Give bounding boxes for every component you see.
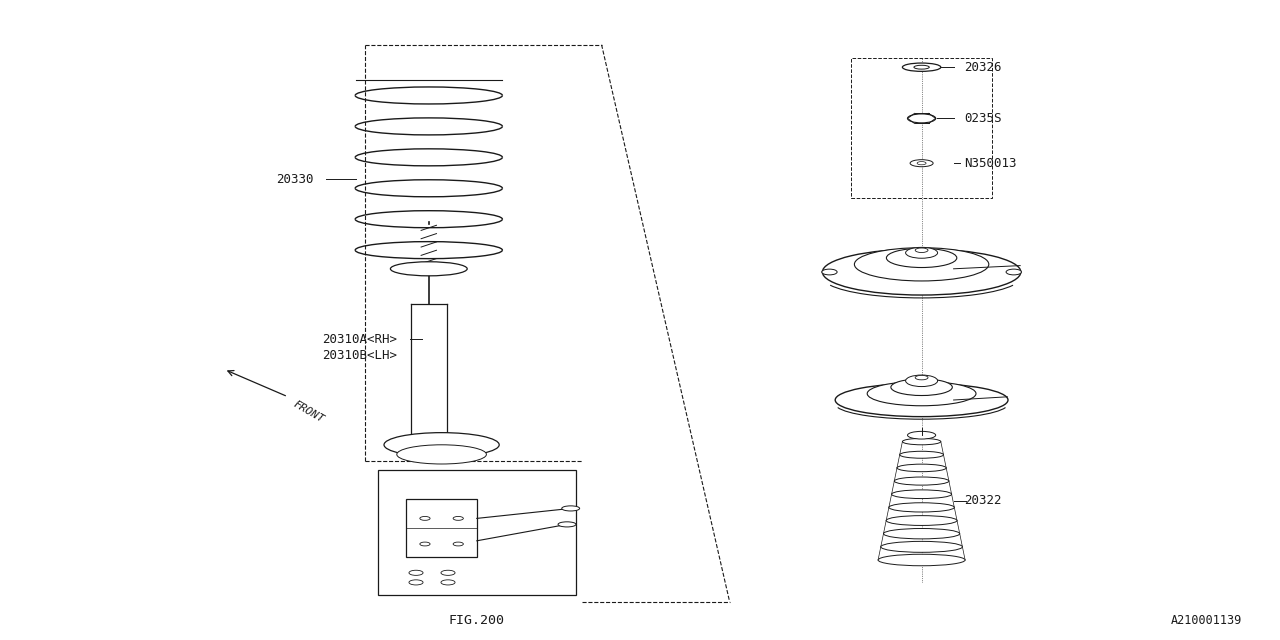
Text: FIG.200: FIG.200 [449, 614, 504, 627]
Ellipse shape [440, 570, 456, 575]
Ellipse shape [915, 248, 928, 253]
Text: 20323: 20323 [964, 394, 1001, 406]
Ellipse shape [902, 438, 941, 445]
Bar [407, 499, 476, 557]
Ellipse shape [558, 522, 576, 527]
Text: 20326: 20326 [964, 61, 1001, 74]
Ellipse shape [1006, 269, 1021, 275]
Ellipse shape [397, 445, 486, 464]
Text: FRONT: FRONT [292, 399, 326, 424]
Text: 20322: 20322 [964, 494, 1001, 508]
Ellipse shape [822, 269, 837, 275]
Ellipse shape [910, 160, 933, 167]
Ellipse shape [384, 433, 499, 457]
Ellipse shape [390, 262, 467, 276]
Bar [411, 304, 447, 458]
Ellipse shape [822, 249, 1021, 295]
Text: 20310A<RH>: 20310A<RH> [321, 333, 397, 346]
Text: 20310B<LH>: 20310B<LH> [321, 349, 397, 362]
Ellipse shape [908, 431, 936, 439]
Ellipse shape [906, 248, 937, 259]
Ellipse shape [440, 580, 456, 585]
Ellipse shape [835, 383, 1009, 417]
Text: 20320: 20320 [964, 262, 1001, 275]
Ellipse shape [888, 503, 955, 512]
Ellipse shape [892, 490, 951, 499]
Ellipse shape [883, 529, 960, 539]
Ellipse shape [902, 63, 941, 71]
Ellipse shape [906, 375, 937, 387]
Ellipse shape [895, 477, 948, 485]
Ellipse shape [878, 554, 965, 566]
Ellipse shape [886, 248, 957, 268]
Ellipse shape [420, 516, 430, 520]
Text: 0235S: 0235S [964, 112, 1001, 125]
Ellipse shape [916, 162, 927, 165]
Ellipse shape [891, 379, 952, 396]
Ellipse shape [453, 542, 463, 546]
Text: N350013: N350013 [964, 157, 1016, 170]
Ellipse shape [453, 516, 463, 520]
Ellipse shape [900, 451, 943, 458]
Bar [851, 58, 992, 198]
Ellipse shape [410, 580, 422, 585]
Text: A210001139: A210001139 [1170, 614, 1242, 627]
Ellipse shape [908, 114, 936, 123]
Ellipse shape [881, 541, 963, 552]
Bar [378, 470, 576, 595]
Ellipse shape [855, 248, 989, 281]
Ellipse shape [897, 464, 946, 472]
Ellipse shape [914, 65, 929, 69]
Ellipse shape [915, 375, 928, 380]
Ellipse shape [868, 381, 975, 406]
Ellipse shape [562, 506, 580, 511]
Ellipse shape [420, 542, 430, 546]
Text: 20330: 20330 [276, 173, 314, 186]
Ellipse shape [886, 516, 957, 525]
Ellipse shape [410, 570, 422, 575]
